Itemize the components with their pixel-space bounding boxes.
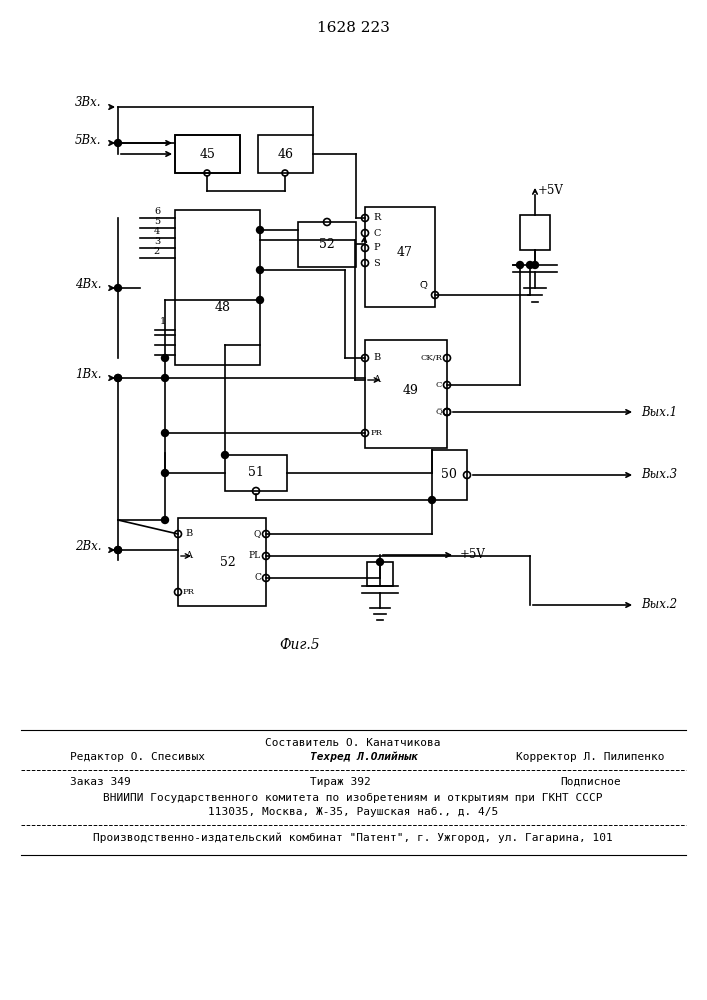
Bar: [520, 215, 550, 250]
Text: 49: 49: [403, 383, 419, 396]
Text: S: S: [373, 258, 380, 267]
Text: A: A: [373, 375, 380, 384]
Text: 3Вх.: 3Вх.: [75, 97, 102, 109]
Text: PR: PR: [371, 429, 383, 437]
Text: 6: 6: [154, 208, 160, 217]
Text: Вых.1: Вых.1: [641, 406, 677, 418]
Text: 4Вх.: 4Вх.: [75, 278, 102, 292]
Circle shape: [115, 374, 122, 381]
Text: C: C: [254, 574, 261, 582]
Circle shape: [257, 227, 264, 233]
Text: PL: PL: [249, 552, 261, 560]
Circle shape: [161, 430, 168, 436]
Text: Фиг.5: Фиг.5: [280, 638, 320, 652]
Text: Производственно-издательский комбинат "Патент", г. Ужгород, ул. Гагарина, 101: Производственно-издательский комбинат "П…: [93, 833, 613, 843]
Text: PR: PR: [183, 588, 195, 596]
Text: C: C: [436, 381, 442, 389]
Bar: [365, 340, 447, 448]
Text: 48: 48: [214, 301, 230, 314]
Circle shape: [257, 266, 264, 273]
Text: Вых.2: Вых.2: [641, 598, 677, 611]
Circle shape: [221, 452, 228, 458]
Text: 113035, Москва, Ж-35, Раушская наб., д. 4/5: 113035, Москва, Ж-35, Раушская наб., д. …: [208, 807, 498, 817]
Circle shape: [161, 470, 168, 477]
Text: Q̅: Q̅: [435, 408, 442, 416]
Text: Техред Л.Олийнык: Техред Л.Олийнык: [310, 752, 418, 762]
Text: ВНИИПИ Государственного комитета по изобретениям и открытиям при ГКНТ СССР: ВНИИПИ Государственного комитета по изоб…: [103, 793, 603, 803]
Text: 50: 50: [441, 468, 457, 482]
Bar: [225, 455, 287, 491]
Circle shape: [161, 374, 168, 381]
Circle shape: [115, 139, 122, 146]
Text: B: B: [185, 530, 192, 538]
Text: Вых.3: Вых.3: [641, 468, 677, 482]
Bar: [365, 207, 435, 307]
Text: 51: 51: [248, 466, 264, 480]
Text: 5Вх.: 5Вх.: [75, 133, 102, 146]
Text: 47: 47: [397, 245, 413, 258]
Text: Корректор Л. Пилипенко: Корректор Л. Пилипенко: [515, 752, 665, 762]
Text: Заказ 349: Заказ 349: [70, 777, 131, 787]
Circle shape: [115, 284, 122, 292]
Text: 52: 52: [220, 556, 236, 568]
Text: 1628 223: 1628 223: [317, 21, 390, 35]
Circle shape: [161, 516, 168, 524]
Circle shape: [377, 558, 383, 566]
Text: 2: 2: [154, 247, 160, 256]
Text: P: P: [373, 243, 380, 252]
Text: 52: 52: [319, 238, 335, 251]
Bar: [298, 222, 356, 267]
Text: Q̅: Q̅: [419, 280, 427, 290]
Text: A: A: [185, 552, 192, 560]
Circle shape: [428, 496, 436, 504]
Bar: [258, 135, 313, 173]
Text: 3: 3: [154, 237, 160, 246]
Text: Составитель О. Канатчикова: Составитель О. Канатчикова: [265, 738, 440, 748]
Bar: [175, 210, 260, 365]
Text: 46: 46: [278, 147, 293, 160]
Text: Редактор О. Спесивых: Редактор О. Спесивых: [70, 752, 205, 762]
Text: +5V: +5V: [538, 184, 564, 196]
Text: Тираж 392: Тираж 392: [310, 777, 370, 787]
Circle shape: [517, 261, 523, 268]
Circle shape: [257, 296, 264, 304]
Bar: [367, 562, 393, 586]
Circle shape: [527, 261, 534, 268]
Text: 1: 1: [160, 318, 166, 326]
Text: C: C: [373, 229, 380, 237]
Text: Подписное: Подписное: [560, 777, 621, 787]
Circle shape: [115, 546, 122, 554]
Bar: [175, 135, 240, 173]
Text: R: R: [373, 214, 380, 223]
Bar: [175, 135, 240, 173]
Text: B: B: [373, 354, 380, 362]
Circle shape: [115, 374, 122, 381]
Text: 45: 45: [199, 147, 216, 160]
Text: +5V: +5V: [460, 548, 486, 562]
Text: 2Вх.: 2Вх.: [75, 540, 102, 554]
Circle shape: [532, 261, 539, 268]
Text: Q: Q: [254, 530, 261, 538]
Circle shape: [161, 355, 168, 361]
Text: 1Вх.: 1Вх.: [75, 368, 102, 381]
Text: CK/R: CK/R: [420, 354, 442, 362]
Bar: [432, 450, 467, 500]
Text: 4: 4: [154, 228, 160, 236]
Bar: [178, 518, 266, 606]
Text: 5: 5: [154, 218, 160, 227]
Circle shape: [115, 546, 122, 554]
